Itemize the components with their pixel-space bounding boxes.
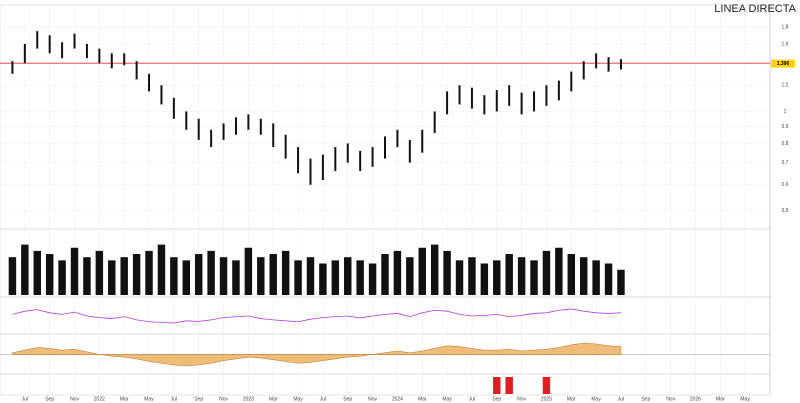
x-tick-label: Nov [517,396,526,402]
x-tick-label: Jul [22,396,28,402]
bar [120,257,128,295]
y-tick-label: 0.5 [782,208,789,214]
bar [132,254,141,295]
bar [108,260,116,295]
bar [182,260,191,295]
x-tick-label: Mar [120,396,129,402]
y-tick-label: 0.6 [782,182,789,188]
x-tick-label: 2024 [392,396,403,402]
bar [331,260,340,295]
last-price-tag [771,59,795,68]
x-tick-label: Sep [492,396,501,402]
x-tick-label: May [740,396,750,402]
x-tick-label: 2025 [541,396,552,402]
bar [555,247,563,295]
y-tick-label: 1.2 [782,83,789,89]
x-tick-label: May [591,396,601,402]
bar [493,260,501,295]
x-tick-label: Sep [343,396,352,402]
x-tick-label: Nov [368,396,377,402]
bar [145,250,153,295]
indicator-line [12,308,621,324]
bar [604,263,613,295]
bar [443,250,451,295]
y-tick-label: 1 [784,109,787,115]
bar [493,377,501,394]
x-tick-label: Sep [45,396,54,402]
bar [8,257,17,295]
x-tick-label: May [144,396,154,402]
bar [617,269,625,295]
x-tick-label: Mar [418,396,427,402]
x-tick-label: Jul [171,396,177,402]
y-tick-label: 1.8 [782,24,789,30]
bar [45,254,54,295]
bar [95,250,104,295]
bar [170,257,178,295]
x-tick-label: Mar [269,396,278,402]
bar [157,244,166,295]
bar [505,377,513,394]
y-tick-label: 0.7 [782,160,789,166]
bar [281,250,290,295]
bar [83,257,91,295]
x-tick-label: Sep [194,396,203,402]
last-price-label: 1.396 [777,61,790,67]
chart-title: LINEA DIRECTA [714,3,796,15]
bar [505,254,513,295]
indicator-area [12,342,622,367]
y-tick-label: 0.9 [782,124,789,130]
bar [480,263,489,295]
bar [542,250,551,295]
x-tick-label: Jul [469,396,475,402]
x-tick-label: Nov [666,396,675,402]
bar [542,377,551,394]
bar [306,257,315,295]
x-tick-label: 2022 [94,396,105,402]
bar [244,247,253,295]
x-tick-label: Mar [716,396,725,402]
bar [207,250,215,295]
bar [393,250,402,295]
bar [194,254,203,295]
x-tick-label: Nov [70,396,79,402]
bar [58,260,66,295]
bar [418,247,426,295]
bar [381,254,389,295]
bar [530,260,538,295]
y-tick-label: 1.6 [782,41,789,47]
bar [579,257,588,295]
x-tick-label: Jul [320,396,326,402]
bar [257,257,265,295]
bar [368,263,377,295]
y-tick-label: 0.8 [782,141,789,147]
bar [232,260,240,295]
bar [70,247,79,295]
bar [21,244,29,295]
bar [455,260,464,295]
x-tick-label: Jul [618,396,624,402]
x-tick-label: 2026 [690,396,701,402]
bar [269,254,277,295]
bar [319,263,327,295]
bar [294,260,302,295]
bar [356,260,364,295]
x-tick-label: Sep [641,396,650,402]
bar [33,250,41,295]
x-tick-label: 2023 [243,396,254,402]
bar [430,244,439,295]
bar [344,257,352,295]
x-tick-label: May [293,396,303,402]
bar [406,257,414,295]
bar [592,260,600,295]
bar [219,257,228,295]
bar [468,257,476,295]
x-tick-label: Nov [219,396,228,402]
bar [567,254,576,295]
x-tick-label: Mar [567,396,576,402]
bar [517,257,526,295]
x-tick-label: May [442,396,452,402]
